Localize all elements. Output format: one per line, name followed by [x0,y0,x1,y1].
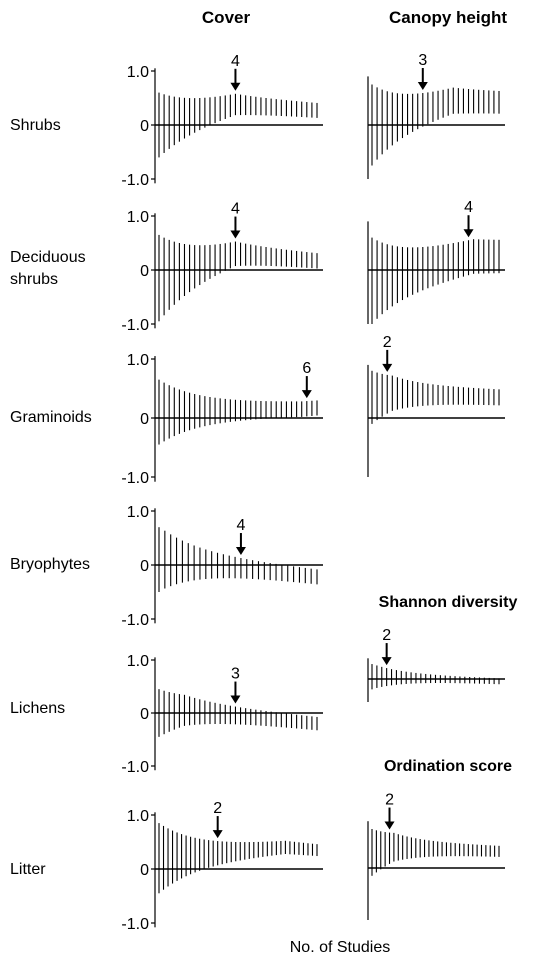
panel-7: 2 [367,627,505,702]
arrow-head [417,82,428,91]
panel-6: 1.0 0 -1.0 4 [121,504,323,629]
arrow-head [382,363,393,372]
panel-9: 2 [367,792,505,920]
arrow-label: 4 [236,517,245,534]
x-axis-title: No. of Studies [290,939,391,956]
column-title-cover: Cover [202,8,251,27]
panel-0: 1.0 0 -1.0 4 [121,53,323,189]
panel-title-shannon-diversity: Shannon diversity [379,594,518,611]
y-tick-label: -1.0 [121,317,149,334]
arrow-label: 2 [213,800,222,817]
arrow-head [384,821,395,830]
panel-4: 1.0 0 -1.0 6 [121,352,323,487]
arrow-label: 4 [464,199,473,216]
y-tick-label: 1.0 [127,352,149,369]
y-tick-label: 1.0 [127,504,149,521]
arrow-label: 2 [383,334,392,351]
arrow-head [230,695,241,704]
column-title-canopy-height: Canopy height [389,8,507,27]
y-tick-label: 0 [140,558,149,575]
y-tick-label: -1.0 [121,470,149,487]
arrow-head [301,390,312,399]
arrow-head [235,547,246,556]
y-tick-label: 1.0 [127,64,149,81]
arrow-head [212,830,223,839]
panel-10: 1.0 0 -1.0 2 [121,800,323,933]
arrow-label: 6 [302,360,311,377]
arrow-head [381,657,392,666]
y-tick-label: 0 [140,411,149,428]
panel-1: 3 [367,52,505,179]
row-label-graminoids: Graminoids [10,409,92,426]
panels-layer: 1.0 0 -1.0 4 3 1.0 0 -1.0 4 4 1.0 0 -1.0 6 2 1.0 0 -1.0 4 2… [121,52,505,933]
panel-2: 1.0 0 -1.0 4 [121,201,323,334]
arrow-head [463,229,474,238]
row-label-litter: Litter [10,861,46,878]
y-tick-label: 1.0 [127,808,149,825]
arrow-label: 2 [382,627,391,644]
y-tick-label: 1.0 [127,653,149,670]
arrow-label: 3 [231,666,240,683]
y-tick-label: -1.0 [121,916,149,933]
arrow-label: 4 [231,53,240,70]
row-label-deciduous-shrubs-2: shrubs [10,271,58,288]
arrow-label: 4 [231,201,240,218]
panel-5: 2 [367,334,505,477]
y-tick-label: 0 [140,862,149,879]
y-tick-label: 0 [140,118,149,135]
row-label-shrubs: Shrubs [10,117,61,134]
row-label-bryophytes: Bryophytes [10,556,90,573]
y-tick-label: -1.0 [121,612,149,629]
arrow-label: 2 [385,792,394,809]
arrow-head [230,82,241,91]
y-tick-label: -1.0 [121,172,149,189]
arrow-head [230,230,241,239]
y-tick-label: 0 [140,706,149,723]
y-tick-label: 0 [140,263,149,280]
y-tick-label: -1.0 [121,759,149,776]
arrow-label: 3 [418,52,427,69]
panel-title-ordination-score: Ordination score [384,758,512,775]
row-label-lichens: Lichens [10,700,65,717]
panel-8: 1.0 0 -1.0 3 [121,653,323,776]
panel-3: 4 [367,199,505,324]
y-tick-label: 1.0 [127,209,149,226]
row-label-deciduous-shrubs-1: Deciduous [10,249,86,266]
